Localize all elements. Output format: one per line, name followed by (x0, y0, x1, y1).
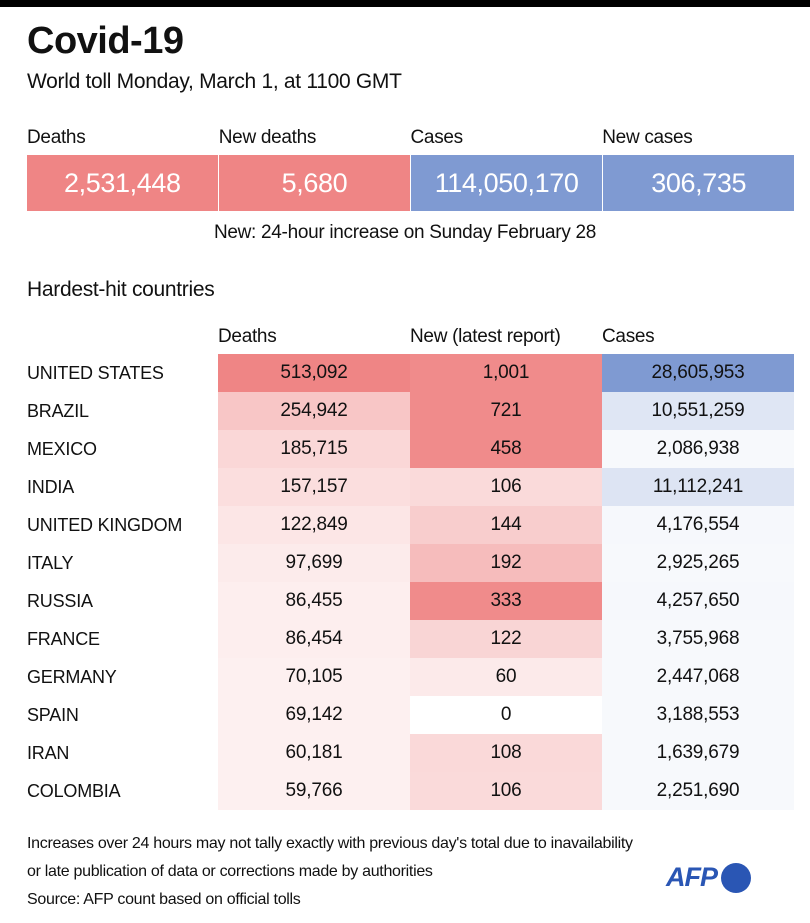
new-cell: 333 (410, 582, 602, 620)
kpi-label-new-deaths: New deaths (218, 127, 317, 148)
table-row: UNITED KINGDOM 122,849 144 4,176,554 (27, 506, 794, 544)
country-name: BRAZIL (27, 400, 89, 421)
cases-cell: 10,551,259 (602, 392, 794, 430)
country-name: COLOMBIA (27, 780, 121, 801)
table-row: BRAZIL 254,942 721 10,551,259 (27, 392, 794, 430)
kpi-label-new-cases: New cases (602, 127, 693, 148)
kpi-note: New: 24-hour increase on Sunday February… (213, 222, 597, 243)
table-header: Deaths New (latest report) Cases (27, 326, 794, 354)
top-bar (0, 0, 810, 7)
new-cell: 144 (410, 506, 602, 544)
deaths-cell: 70,105 (218, 658, 410, 696)
new-cell: 106 (410, 772, 602, 810)
new-cell: 108 (410, 734, 602, 772)
footnote-line-2: or late publication of data or correctio… (27, 863, 433, 880)
country-name: MEXICO (27, 438, 97, 459)
new-cell: 122 (410, 620, 602, 658)
table-row: COLOMBIA 59,766 106 2,251,690 (27, 772, 794, 810)
footnote: Increases over 24 hours may not tally ex… (27, 830, 633, 914)
kpi-cases: 114,050,170 (411, 155, 602, 211)
cases-cell: 2,447,068 (602, 658, 794, 696)
kpi-deaths: 2,531,448 (27, 155, 218, 211)
country-name: IRAN (27, 742, 70, 763)
afp-logo-text: AFP (666, 862, 718, 892)
header-cases: Cases (602, 326, 655, 347)
table-row: MEXICO 185,715 458 2,086,938 (27, 430, 794, 468)
kpi-label-deaths: Deaths (27, 127, 86, 148)
deaths-cell: 185,715 (218, 430, 410, 468)
country-name: UNITED STATES (27, 362, 164, 383)
country-name: RUSSIA (27, 590, 93, 611)
deaths-cell: 69,142 (218, 696, 410, 734)
country-name: ITALY (27, 552, 74, 573)
new-cell: 721 (410, 392, 602, 430)
deaths-cell: 86,455 (218, 582, 410, 620)
table-row: IRAN 60,181 108 1,639,679 (27, 734, 794, 772)
new-cell: 60 (410, 658, 602, 696)
deaths-cell: 157,157 (218, 468, 410, 506)
header-country (27, 326, 218, 354)
country-name: INDIA (27, 476, 75, 497)
country-name: SPAIN (27, 704, 79, 725)
page-title: Covid-19 (27, 20, 184, 62)
cases-cell: 4,176,554 (602, 506, 794, 544)
new-cell: 1,001 (410, 354, 602, 392)
page-subtitle: World toll Monday, March 1, at 1100 GMT (27, 70, 402, 93)
afp-logo: AFP (666, 862, 751, 893)
new-cell: 192 (410, 544, 602, 582)
deaths-cell: 97,699 (218, 544, 410, 582)
cases-cell: 28,605,953 (602, 354, 794, 392)
table-row: SPAIN 69,142 0 3,188,553 (27, 696, 794, 734)
country-name: UNITED KINGDOM (27, 514, 183, 535)
cases-cell: 3,188,553 (602, 696, 794, 734)
table-row: GERMANY 70,105 60 2,447,068 (27, 658, 794, 696)
cases-cell: 2,925,265 (602, 544, 794, 582)
header-deaths: Deaths (218, 326, 277, 347)
country-name: FRANCE (27, 628, 100, 649)
table-row: FRANCE 86,454 122 3,755,968 (27, 620, 794, 658)
table-row: ITALY 97,699 192 2,925,265 (27, 544, 794, 582)
table-row: RUSSIA 86,455 333 4,257,650 (27, 582, 794, 620)
kpi-row: 2,531,448 5,680 114,050,170 306,735 (27, 155, 794, 211)
deaths-cell: 513,092 (218, 354, 410, 392)
deaths-cell: 86,454 (218, 620, 410, 658)
new-cell: 106 (410, 468, 602, 506)
cases-cell: 2,251,690 (602, 772, 794, 810)
cases-cell: 1,639,679 (602, 734, 794, 772)
header-new: New (latest report) (410, 326, 561, 347)
kpi-label-cases: Cases (410, 127, 464, 148)
deaths-cell: 254,942 (218, 392, 410, 430)
footnote-line-1: Increases over 24 hours may not tally ex… (27, 835, 633, 852)
kpi-new-cases: 306,735 (603, 155, 794, 211)
deaths-cell: 60,181 (218, 734, 410, 772)
deaths-cell: 59,766 (218, 772, 410, 810)
kpi-new-deaths: 5,680 (219, 155, 410, 211)
new-cell: 0 (410, 696, 602, 734)
section-title: Hardest-hit countries (27, 278, 215, 301)
kpi-labels: Deaths New deaths Cases New cases (27, 127, 794, 149)
cases-cell: 4,257,650 (602, 582, 794, 620)
table-row: INDIA 157,157 106 11,112,241 (27, 468, 794, 506)
country-name: GERMANY (27, 666, 117, 687)
new-cell: 458 (410, 430, 602, 468)
cases-cell: 3,755,968 (602, 620, 794, 658)
table-row: UNITED STATES 513,092 1,001 28,605,953 (27, 354, 794, 392)
cases-cell: 2,086,938 (602, 430, 794, 468)
source-note: Source: AFP count based on official toll… (27, 891, 301, 908)
table-body: UNITED STATES 513,092 1,001 28,605,953 BRAZI… (27, 354, 794, 810)
afp-logo-dot-icon (721, 862, 751, 893)
deaths-cell: 122,849 (218, 506, 410, 544)
cases-cell: 11,112,241 (602, 468, 794, 506)
